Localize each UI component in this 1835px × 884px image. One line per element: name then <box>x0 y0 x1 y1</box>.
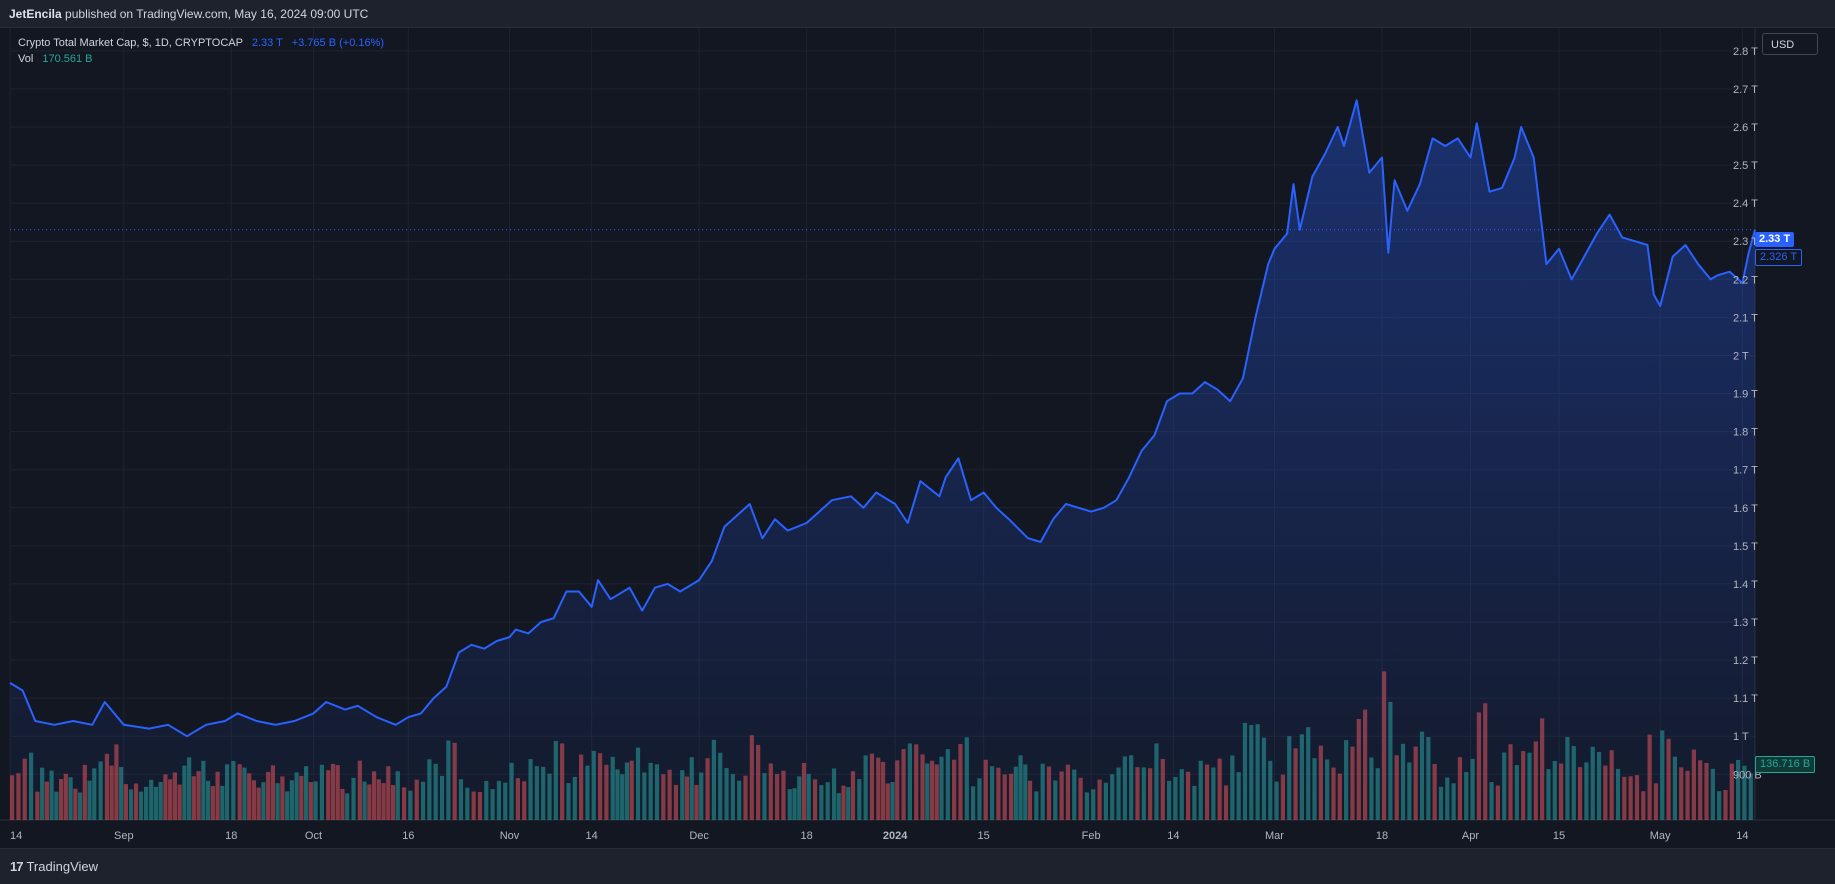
x-tick-label: 14 <box>1736 830 1748 842</box>
y-tick-label: 1 T <box>1733 731 1749 743</box>
y-tick-label: 2 T <box>1733 350 1749 362</box>
y-tick-label: 1.9 T <box>1733 389 1758 401</box>
y-tick-label: 2.8 T <box>1733 46 1758 58</box>
y-tick-label: 1.1 T <box>1733 693 1758 705</box>
x-tick-label: Dec <box>689 830 709 842</box>
y-tick-label: 2.5 T <box>1733 160 1758 172</box>
y-tick-label: 2.7 T <box>1733 84 1758 96</box>
x-tick-label: Feb <box>1082 830 1101 842</box>
currency-button[interactable]: USD <box>1762 33 1818 55</box>
x-tick-label: 14 <box>1167 830 1179 842</box>
x-tick-label: 18 <box>225 830 237 842</box>
author-name[interactable]: JetEncila <box>9 7 62 21</box>
legend-volume-label[interactable]: Vol <box>18 53 34 65</box>
y-tick-label: 2.3 T <box>1733 236 1758 248</box>
legend-symbol[interactable]: Crypto Total Market Cap, $, 1D, CRYPTOCA… <box>18 37 243 49</box>
tradingview-logo[interactable]: 17 TradingView <box>10 859 98 874</box>
legend-price: 2.33 T <box>251 37 283 49</box>
x-tick-label: 16 <box>402 830 414 842</box>
y-tick-label: 1.6 T <box>1733 503 1758 515</box>
y-tick-label: 1.7 T <box>1733 465 1758 477</box>
chart-area[interactable]: 900 B 1 T 1.1 T 1.2 T 1.3 T 1.4 T 1.5 T 1.6 T 1.… <box>0 28 1835 848</box>
x-tick-label: Sep <box>114 830 134 842</box>
x-tick-label: Nov <box>500 830 520 842</box>
x-tick-label: 18 <box>1376 830 1388 842</box>
prev-close-tag: 2.326 T <box>1755 249 1803 266</box>
last-price-tag: 2.33 T <box>1755 232 1795 247</box>
legend-main-row: Crypto Total Market Cap, $, 1D, CRYPTOCA… <box>18 35 384 51</box>
y-tick-label: 2.6 T <box>1733 122 1758 134</box>
x-tick-label: Apr <box>1462 830 1479 842</box>
y-tick-label: 2.1 T <box>1733 312 1758 324</box>
y-tick-label: 1.2 T <box>1733 655 1758 667</box>
series-line <box>9 99 1756 738</box>
y-tick-label: 1.4 T <box>1733 579 1758 591</box>
x-tick-label: 15 <box>1553 830 1565 842</box>
x-tick-label: 14 <box>586 830 598 842</box>
legend-change: +3.765 B (+0.16%) <box>291 37 385 49</box>
y-tick-label: 2.2 T <box>1733 274 1758 286</box>
tradingview-logo-text: TradingView <box>26 859 99 874</box>
x-tick-label: 14 <box>10 830 22 842</box>
x-tick-label: 15 <box>978 830 990 842</box>
legend-volume-row: Vol 170.561 B <box>18 51 384 67</box>
publish-text: published on TradingView.com, May 16, 20… <box>65 7 369 21</box>
y-tick-label: 2.4 T <box>1733 198 1758 210</box>
x-tick-label: May <box>1650 830 1671 842</box>
x-tick-label: 2024 <box>883 830 908 842</box>
y-tick-label: 1.3 T <box>1733 617 1758 629</box>
x-tick-label: Mar <box>1265 830 1284 842</box>
x-tick-label: 18 <box>801 830 813 842</box>
market-cap-chart[interactable]: 900 B 1 T 1.1 T 1.2 T 1.3 T 1.4 T 1.5 T 1.6 T 1.… <box>0 28 1835 848</box>
legend-volume-value: 170.561 B <box>42 53 93 65</box>
tradingview-logo-icon: 17 <box>10 859 24 874</box>
chart-legend: Crypto Total Market Cap, $, 1D, CRYPTOCA… <box>18 35 384 67</box>
footer-bar: 17 TradingView <box>0 848 1835 884</box>
publish-bar: JetEncila published on TradingView.com, … <box>0 0 1835 28</box>
y-tick-label: 900 B <box>1733 769 1762 781</box>
series-area <box>10 100 1755 821</box>
publish-info: JetEncila published on TradingView.com, … <box>9 7 368 21</box>
x-tick-label: Oct <box>305 830 322 842</box>
volume-tag: 136.716 B <box>1755 756 1816 773</box>
y-tick-label: 1.8 T <box>1733 427 1758 439</box>
y-tick-label: 1.5 T <box>1733 541 1758 553</box>
